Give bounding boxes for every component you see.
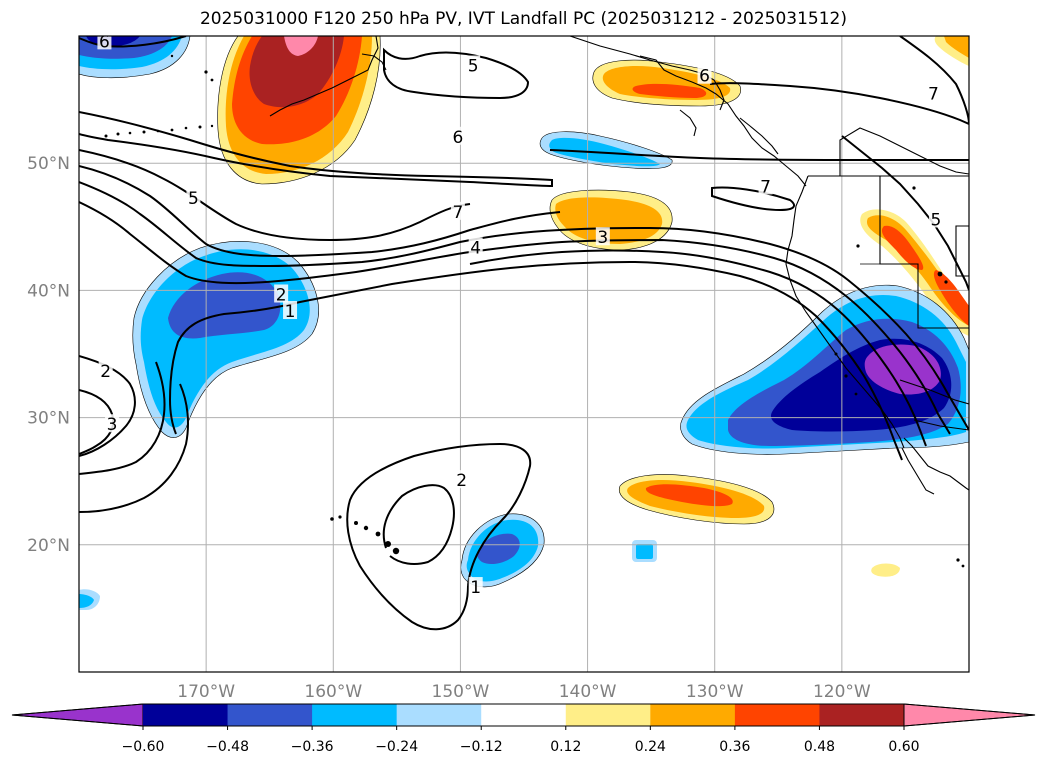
contour-label-background	[595, 227, 610, 246]
contour-label: 5	[188, 189, 199, 209]
contour-label: 6	[99, 32, 110, 52]
map-frame	[78, 35, 970, 673]
contour-label-background	[283, 301, 298, 320]
contour-label: 3	[107, 415, 118, 435]
lon-tick-label: 170°W	[177, 682, 235, 702]
small-features	[79, 540, 900, 610]
contour-label-background	[450, 201, 465, 220]
lon-tick-label: 140°W	[559, 682, 617, 702]
colorbar-tick-label: −0.24	[375, 739, 418, 755]
contour-label: 4	[470, 238, 481, 258]
colorbar-max-arrow	[903, 703, 1036, 727]
colorbar-segment	[312, 704, 398, 726]
islands	[104, 54, 965, 568]
contour-label-background	[105, 414, 120, 433]
contour-label: 6	[699, 67, 710, 87]
lon-tick-label: 150°W	[432, 682, 490, 702]
contour-label: 7	[760, 177, 771, 197]
colorbar-tick-label: 0.24	[635, 739, 666, 755]
lat-tick-label: 30°N	[27, 409, 70, 429]
colorbar-segment	[565, 704, 651, 726]
contour-label: 1	[470, 578, 481, 598]
positive-anomaly-subtropics	[619, 474, 774, 524]
colorbar-segment	[734, 704, 820, 726]
contour-label-background	[468, 237, 483, 256]
longitude-tick-labels: 170°W 160°W 150°W 140°W 130°W 120°W	[177, 682, 871, 702]
gridlines	[79, 36, 969, 672]
lon-tick-label: 130°W	[686, 682, 744, 702]
colorbar-segment	[396, 704, 482, 726]
country-borders	[808, 175, 969, 265]
contour-label: 7	[928, 85, 939, 105]
colorbar-tick-label: −0.12	[460, 739, 503, 755]
contour-label: 2	[100, 362, 111, 382]
colorbar-tick-label: 0.36	[719, 739, 750, 755]
contour-label: 7	[452, 203, 463, 223]
contour-label-background	[454, 470, 469, 489]
lat-tick-label: 50°N	[27, 154, 70, 174]
colorbar: −0.60 −0.48 −0.36 −0.24 −0.12 0.12 0.24 0.36 0.4…	[11, 703, 1036, 755]
colorbar-segment	[481, 704, 567, 726]
colorbar-segment	[227, 704, 313, 726]
colorbar-segment	[650, 704, 736, 726]
contour-label: 2	[276, 285, 287, 305]
latitude-tick-labels: 20°N 30°N 40°N 50°N	[27, 154, 70, 556]
lat-tick-label: 40°N	[27, 281, 70, 301]
positive-anomaly-northeast-corner	[934, 36, 969, 66]
positive-anomaly-gulf-of-alaska	[217, 36, 381, 184]
colorbar-tick-label: 0.60	[888, 739, 919, 755]
contour-label: 3	[597, 228, 608, 248]
colorbar-tick-label: 0.12	[550, 739, 581, 755]
contour-label-background	[758, 176, 773, 195]
lon-tick-label: 120°W	[813, 682, 871, 702]
contour-label-background	[466, 55, 481, 74]
contour-label-background	[97, 36, 112, 50]
contour-label-background	[450, 126, 465, 145]
colorbar-tick-label: −0.60	[122, 739, 165, 755]
contour-label-background	[697, 65, 712, 84]
colorbar-segment	[143, 704, 229, 726]
positive-anomaly-central-pacific	[550, 190, 673, 250]
contour-label: 5	[468, 57, 479, 77]
contour-label-background	[928, 209, 943, 228]
colorbar-tick-label: −0.36	[291, 739, 334, 755]
contour-label: 2	[456, 471, 467, 491]
colorbar-min-arrow	[11, 703, 144, 727]
contour-label: 1	[285, 302, 296, 322]
contour-label-background	[98, 360, 113, 379]
contour-label-background	[274, 284, 289, 303]
lat-tick-label: 20°N	[27, 536, 70, 556]
contour-label: 5	[931, 210, 942, 230]
map-title: 2025031000 F120 250 hPa PV, IVT Landfall…	[199, 9, 847, 29]
contour-label-background	[926, 83, 941, 102]
colorbar-segment	[819, 704, 905, 726]
colorbar-tick-label: 0.48	[804, 739, 835, 755]
lon-tick-label: 160°W	[304, 682, 362, 702]
contour-label-background	[468, 577, 483, 596]
colorbar-tick-label: −0.48	[206, 739, 249, 755]
contour-label-background	[186, 187, 201, 206]
negative-anomaly-hawaii	[460, 513, 545, 587]
contour-label: 6	[452, 128, 463, 148]
pv-contours	[79, 36, 969, 631]
